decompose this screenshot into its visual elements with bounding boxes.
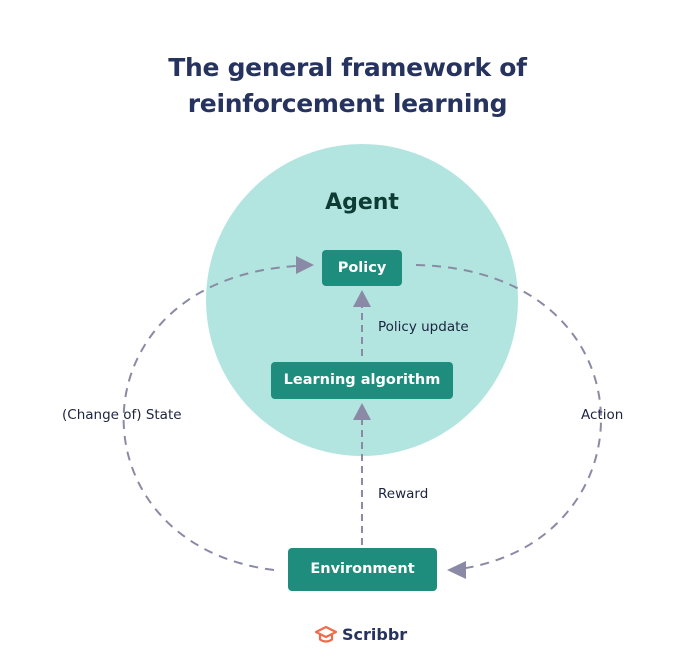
agent-label: Agent: [325, 190, 399, 215]
action-arrowhead: [447, 561, 466, 579]
diagram-title-line-1: The general framework of: [168, 53, 527, 82]
environment-node: Environment: [288, 548, 437, 591]
state-arrow-path: [122, 265, 297, 571]
logo-text: Scribbr: [342, 625, 408, 644]
action-arrow-path: [415, 264, 602, 569]
diagram-title-line-2: reinforcement learning: [187, 89, 508, 118]
policy-update-arrowhead: [353, 290, 371, 307]
reward-label: Reward: [378, 486, 429, 502]
policy-update-label: Policy update: [378, 319, 469, 335]
graduation-cap-icon: [314, 625, 338, 643]
reward-arrowhead: [353, 403, 371, 420]
action-label: Action: [581, 407, 624, 423]
state-label: (Change of) State: [62, 407, 182, 423]
state-arrowhead: [296, 256, 314, 274]
learning-algorithm-node: Learning algorithm: [271, 362, 453, 399]
scribbr-logo[interactable]: Scribbr: [314, 624, 407, 646]
policy-node: Policy: [322, 250, 402, 286]
